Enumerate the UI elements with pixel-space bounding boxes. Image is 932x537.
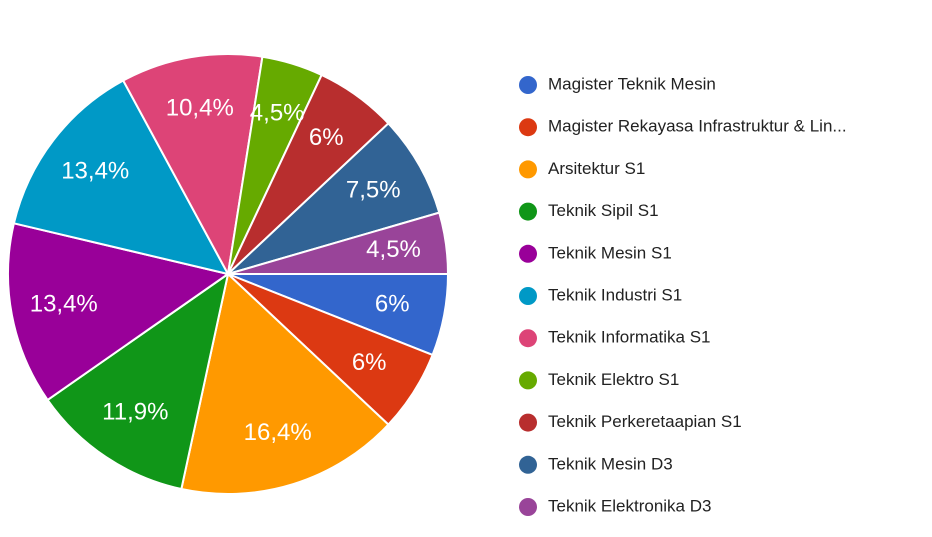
pie-slice bbox=[227, 211, 450, 275]
legend-marker bbox=[519, 498, 537, 516]
pie-slice bbox=[12, 79, 230, 276]
legend-label: Teknik Elektro S1 bbox=[548, 370, 679, 389]
legend-marker bbox=[519, 287, 537, 305]
legend-label: Teknik Industri S1 bbox=[548, 285, 682, 304]
slice-label: 6% bbox=[309, 124, 344, 151]
legend-marker bbox=[519, 413, 537, 432]
legend-marker bbox=[519, 160, 537, 179]
slice-label: 10,4% bbox=[166, 95, 234, 122]
legend-marker bbox=[519, 202, 537, 221]
legend-marker bbox=[519, 118, 537, 137]
legend-marker bbox=[519, 371, 537, 390]
slice-label: 6% bbox=[352, 349, 387, 376]
legend-label: Arsitektur S1 bbox=[548, 159, 645, 178]
pie-slice bbox=[121, 53, 264, 278]
legend-marker bbox=[519, 244, 537, 263]
legend-marker bbox=[519, 455, 537, 474]
legend-label: Teknik Mesin D3 bbox=[548, 454, 673, 473]
legend-label: Teknik Elektronika D3 bbox=[548, 496, 711, 515]
slice-label: 6% bbox=[375, 291, 410, 318]
legend-label: Teknik Informatika S1 bbox=[548, 328, 711, 347]
slice-label: 13,4% bbox=[30, 291, 98, 318]
legend-marker bbox=[519, 76, 537, 94]
pie-slice bbox=[46, 271, 230, 491]
pie-slice bbox=[227, 121, 441, 275]
legend-label: Teknik Mesin S1 bbox=[548, 243, 672, 262]
legend-label: Teknik Sipil S1 bbox=[548, 201, 659, 220]
slice-label: 13,4% bbox=[61, 158, 129, 185]
slice-label: 4,5% bbox=[366, 236, 421, 263]
slice-label: 4,5% bbox=[250, 100, 305, 127]
legend-label: Magister Teknik Mesin bbox=[548, 74, 716, 93]
pie-slice bbox=[180, 272, 390, 495]
legend-label: Magister Rekayasa Infrastruktur & Lin... bbox=[548, 117, 847, 136]
legend-label: Teknik Perkeretaapian S1 bbox=[548, 412, 742, 431]
slice-label: 16,4% bbox=[244, 419, 312, 446]
slice-label: 7,5% bbox=[346, 177, 401, 204]
legend-marker bbox=[519, 329, 537, 348]
slice-label: 11,9% bbox=[102, 399, 168, 426]
pie-slice bbox=[7, 222, 231, 402]
